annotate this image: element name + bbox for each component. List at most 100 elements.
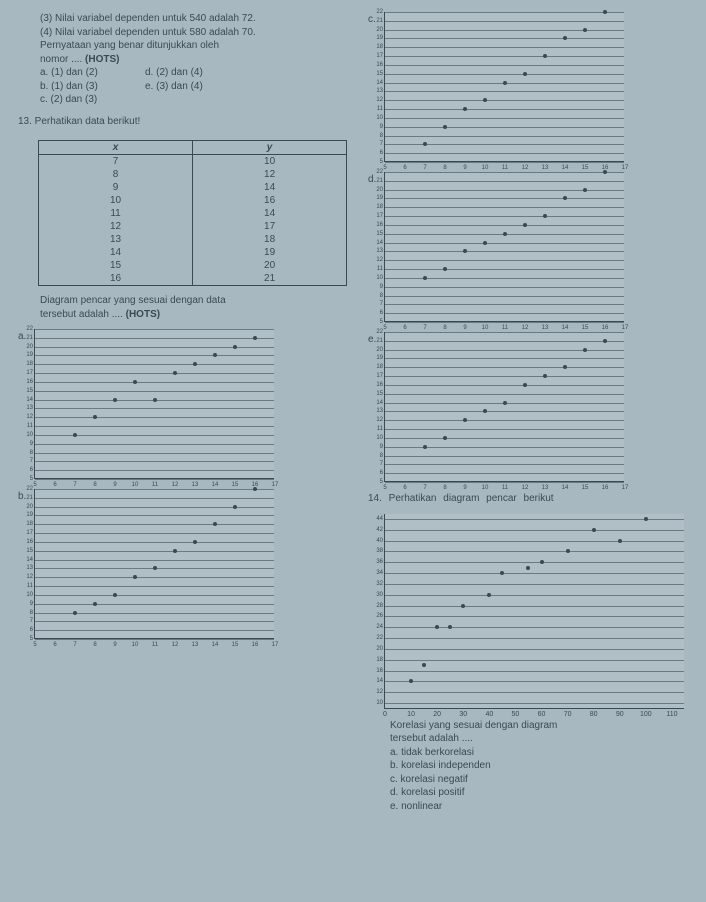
data-point bbox=[193, 362, 197, 366]
y-tick-label: 12 bbox=[21, 574, 33, 580]
y-tick-label: 22 bbox=[371, 9, 383, 15]
data-point bbox=[93, 602, 97, 606]
y-tick-label: 28 bbox=[371, 603, 383, 609]
y-tick-label: 15 bbox=[371, 231, 383, 237]
data-point bbox=[153, 398, 157, 402]
y-tick-label: 9 bbox=[371, 284, 383, 290]
data-point bbox=[113, 593, 117, 597]
data-point bbox=[500, 571, 504, 575]
table-cell: 12 bbox=[193, 168, 347, 181]
x-tick-label: 11 bbox=[499, 165, 511, 171]
y-tick-label: 6 bbox=[371, 470, 383, 476]
table-row: 1520 bbox=[39, 259, 347, 272]
y-tick-label: 16 bbox=[371, 668, 383, 674]
x-tick-label: 90 bbox=[612, 711, 628, 718]
x-tick-label: 13 bbox=[539, 165, 551, 171]
y-tick-label: 17 bbox=[21, 530, 33, 536]
y-tick-label: 11 bbox=[371, 426, 383, 432]
y-tick-label: 8 bbox=[21, 610, 33, 616]
q12-s4: (4) Nilai variabel dependen untuk 580 ad… bbox=[18, 26, 354, 40]
y-tick-label: 14 bbox=[21, 557, 33, 563]
x-tick-label: 17 bbox=[269, 642, 281, 648]
y-tick-label: 20 bbox=[21, 344, 33, 350]
table-cell: 20 bbox=[193, 259, 347, 272]
q14-prompt2: tersebut adalah .... bbox=[390, 732, 688, 746]
y-tick-label: 14 bbox=[371, 80, 383, 86]
x-tick-label: 12 bbox=[169, 482, 181, 488]
x-tick-label: 60 bbox=[534, 711, 550, 718]
table-row: 1419 bbox=[39, 246, 347, 259]
y-tick-label: 13 bbox=[371, 248, 383, 254]
y-tick-label: 20 bbox=[371, 187, 383, 193]
x-tick-label: 10 bbox=[479, 325, 491, 331]
y-tick-label: 10 bbox=[371, 700, 383, 706]
data-point bbox=[603, 10, 607, 14]
data-point bbox=[523, 383, 527, 387]
x-tick-label: 14 bbox=[559, 165, 571, 171]
x-tick-label: 15 bbox=[229, 642, 241, 648]
x-tick-label: 6 bbox=[49, 642, 61, 648]
y-tick-label: 20 bbox=[371, 347, 383, 353]
y-tick-label: 34 bbox=[371, 570, 383, 576]
data-point bbox=[133, 575, 137, 579]
y-tick-label: 16 bbox=[371, 62, 383, 68]
data-point bbox=[461, 604, 465, 608]
data-point bbox=[193, 540, 197, 544]
q14-opt-c: c. korelasi negatif bbox=[390, 773, 688, 787]
y-tick-label: 12 bbox=[21, 414, 33, 420]
y-tick-label: 9 bbox=[21, 441, 33, 447]
x-tick-label: 9 bbox=[459, 325, 471, 331]
data-point bbox=[113, 398, 117, 402]
data-point bbox=[233, 505, 237, 509]
data-point bbox=[563, 365, 567, 369]
y-tick-label: 44 bbox=[371, 516, 383, 522]
y-tick-label: 8 bbox=[371, 293, 383, 299]
data-point bbox=[543, 374, 547, 378]
table-cell: 17 bbox=[193, 220, 347, 233]
y-tick-label: 22 bbox=[21, 326, 33, 332]
x-tick-label: 11 bbox=[499, 325, 511, 331]
y-tick-label: 18 bbox=[371, 364, 383, 370]
y-tick-label: 19 bbox=[371, 35, 383, 41]
q12-opt-d: d. (2) dan (4) bbox=[145, 66, 250, 80]
y-tick-label: 6 bbox=[371, 150, 383, 156]
y-tick-label: 22 bbox=[371, 169, 383, 175]
data-point bbox=[463, 107, 467, 111]
y-tick-label: 21 bbox=[371, 338, 383, 344]
x-tick-label: 50 bbox=[507, 711, 523, 718]
x-tick-label: 11 bbox=[149, 482, 161, 488]
x-tick-label: 8 bbox=[439, 325, 451, 331]
table-cell: 10 bbox=[193, 155, 347, 169]
y-tick-label: 12 bbox=[371, 417, 383, 423]
y-tick-label: 7 bbox=[371, 141, 383, 147]
x-tick-label: 20 bbox=[429, 711, 445, 718]
x-tick-label: 14 bbox=[559, 485, 571, 491]
data-point bbox=[483, 409, 487, 413]
x-tick-label: 15 bbox=[579, 165, 591, 171]
x-tick-label: 16 bbox=[249, 642, 261, 648]
y-tick-label: 7 bbox=[21, 618, 33, 624]
table-cell: 14 bbox=[193, 207, 347, 220]
q13-prompt2: tersebut adalah .... bbox=[40, 309, 126, 320]
data-point bbox=[543, 214, 547, 218]
y-tick-label: 15 bbox=[371, 71, 383, 77]
data-point bbox=[540, 560, 544, 564]
y-tick-label: 10 bbox=[371, 435, 383, 441]
y-tick-label: 16 bbox=[371, 382, 383, 388]
x-tick-label: 5 bbox=[379, 485, 391, 491]
chart-a-wrap: a. 5678910111213141516171819202122567891… bbox=[18, 329, 354, 479]
q12-opt-b: b. (1) dan (3) bbox=[40, 80, 145, 94]
x-tick-label: 8 bbox=[89, 482, 101, 488]
q13-prompt1: Diagram pencar yang sesuai dengan data bbox=[40, 294, 354, 308]
x-tick-label: 13 bbox=[189, 642, 201, 648]
y-tick-label: 11 bbox=[21, 583, 33, 589]
y-tick-label: 12 bbox=[371, 97, 383, 103]
q13-th-y: y bbox=[193, 141, 347, 155]
table-cell: 9 bbox=[39, 181, 193, 194]
q14-opt-a: a. tidak berkorelasi bbox=[390, 746, 688, 760]
data-point bbox=[483, 98, 487, 102]
data-point bbox=[73, 433, 77, 437]
y-tick-label: 14 bbox=[371, 240, 383, 246]
y-tick-label: 13 bbox=[21, 565, 33, 571]
x-tick-label: 15 bbox=[229, 482, 241, 488]
